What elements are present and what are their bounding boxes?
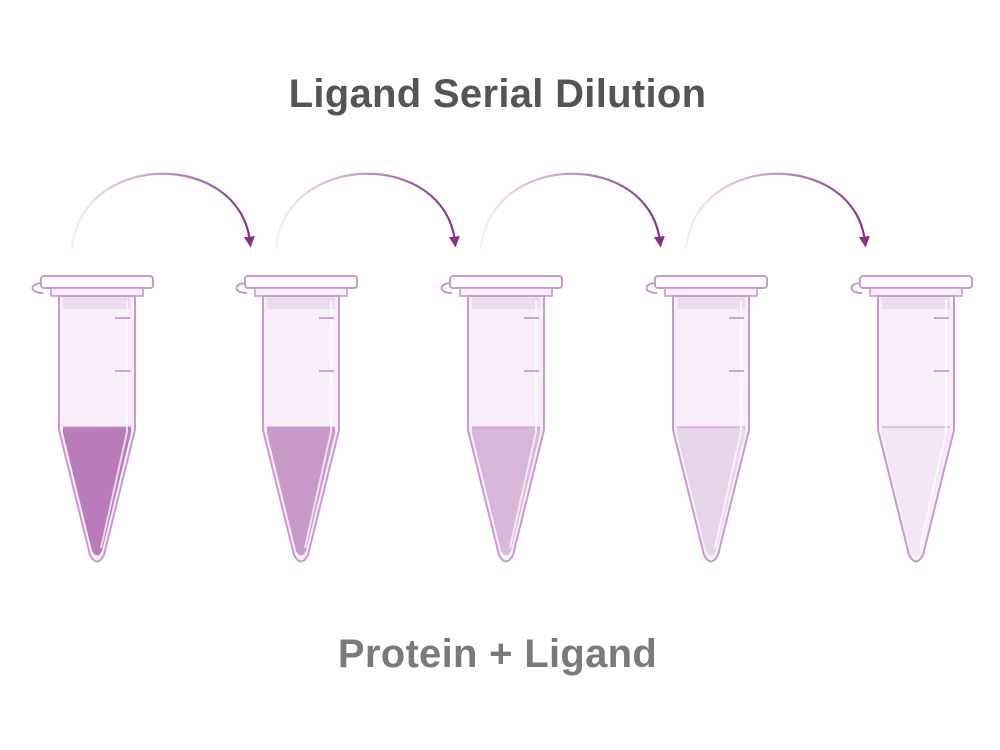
tube-cap bbox=[859, 275, 973, 289]
tube-cap-neck bbox=[459, 287, 553, 297]
tube-liquid bbox=[472, 427, 540, 556]
tube-row bbox=[31, 275, 973, 563]
transfer-arrow-2-to-3 bbox=[274, 172, 460, 250]
tube-liquid bbox=[677, 427, 745, 556]
tube-highlight bbox=[509, 300, 537, 549]
tube-cap-neck bbox=[254, 287, 348, 297]
tube-inner-lip bbox=[267, 297, 335, 309]
tube-hinge bbox=[31, 282, 44, 294]
transfer-arrow-4-to-5 bbox=[684, 172, 870, 250]
tube-highlight bbox=[100, 300, 128, 549]
tube-hinge bbox=[645, 282, 658, 294]
transfer-arrows bbox=[70, 172, 870, 250]
tube-1 bbox=[31, 275, 154, 563]
tube-inner-lip bbox=[882, 297, 950, 309]
diagram-caption: Protein + Ligand bbox=[337, 632, 658, 676]
tube-inner-lip bbox=[63, 297, 131, 309]
diagram-title: Ligand Serial Dilution bbox=[288, 72, 707, 116]
tube-cap-neck bbox=[664, 287, 758, 297]
tube-hinge bbox=[440, 282, 453, 294]
tube-liquid bbox=[882, 427, 950, 556]
tube-highlight bbox=[304, 300, 332, 549]
tube-cap-neck bbox=[869, 287, 963, 297]
tube-hinge bbox=[235, 282, 248, 294]
tube-liquid bbox=[267, 427, 335, 556]
tube-highlight bbox=[919, 300, 947, 549]
tube-4 bbox=[645, 275, 768, 563]
tube-liquid bbox=[63, 427, 131, 556]
tube-3 bbox=[440, 275, 563, 563]
tube-inner-lip bbox=[472, 297, 540, 309]
tube-inner-lip bbox=[677, 297, 745, 309]
tube-cap-neck bbox=[50, 287, 144, 297]
tube-cap bbox=[654, 275, 768, 289]
transfer-arrow-3-to-4 bbox=[479, 172, 665, 250]
tube-5 bbox=[850, 275, 973, 563]
tube-highlight bbox=[714, 300, 742, 549]
tube-cap bbox=[449, 275, 563, 289]
tube-2 bbox=[235, 275, 358, 563]
tube-cap bbox=[40, 275, 154, 289]
tube-hinge bbox=[850, 282, 863, 294]
tube-cap bbox=[244, 275, 358, 289]
transfer-arrow-1-to-2 bbox=[70, 172, 255, 250]
